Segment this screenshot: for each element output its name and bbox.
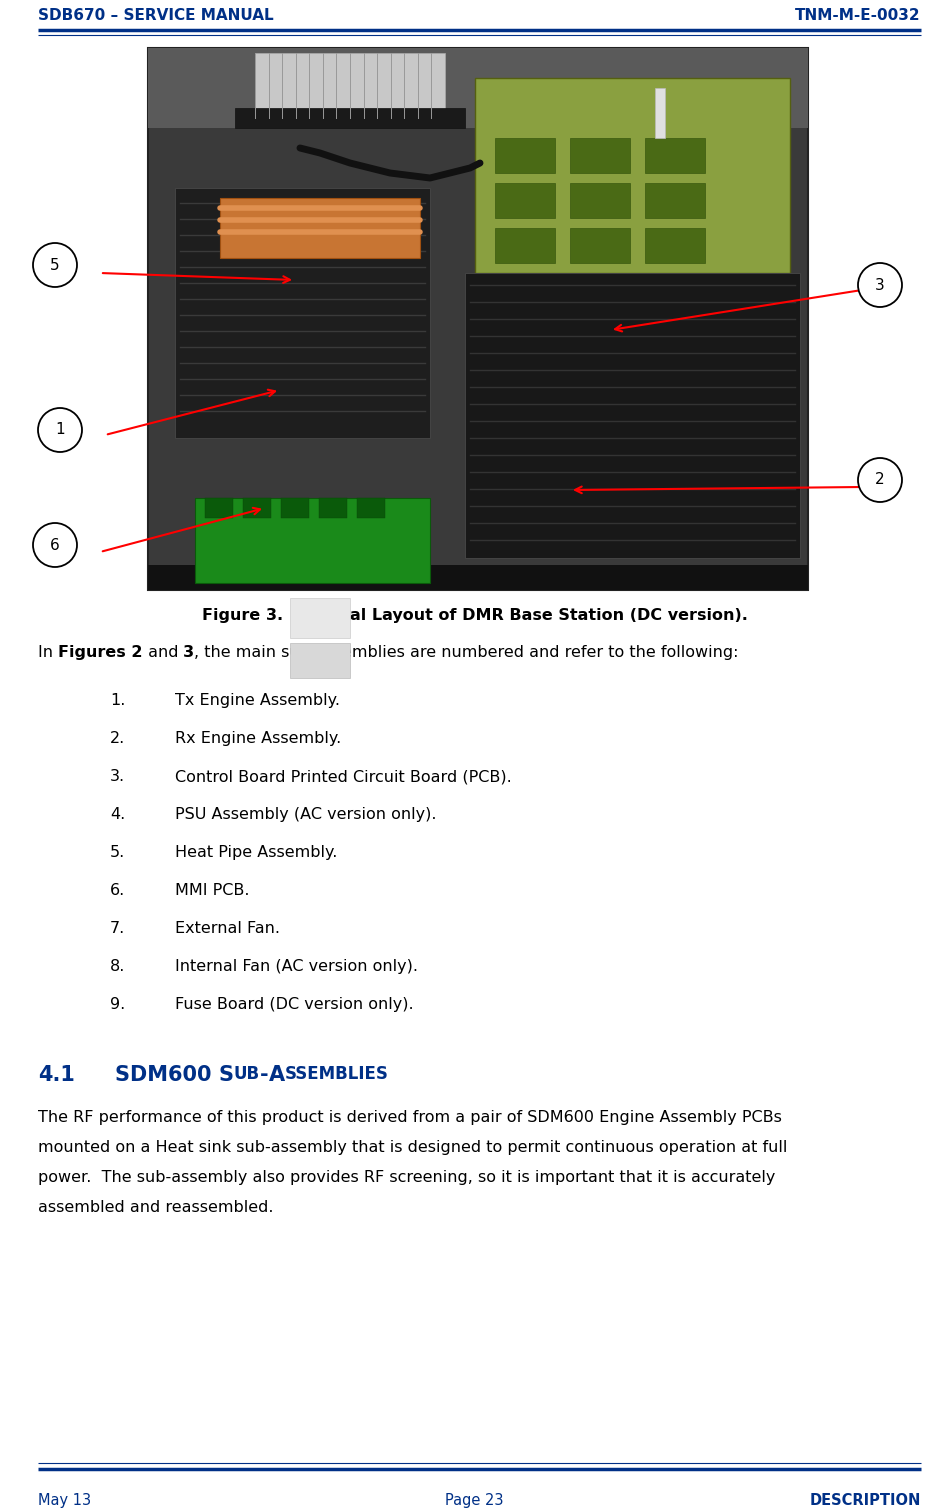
Text: SSEMBLIES: SSEMBLIES — [285, 1065, 388, 1083]
Bar — [570, 228, 630, 263]
Circle shape — [33, 243, 77, 287]
Circle shape — [38, 408, 82, 452]
Bar — [205, 499, 233, 518]
Text: UB: UB — [233, 1065, 260, 1083]
Text: TNM-M-E-0032: TNM-M-E-0032 — [795, 8, 921, 23]
Bar — [148, 48, 808, 589]
Text: Internal Fan (AC version only).: Internal Fan (AC version only). — [175, 959, 418, 975]
Text: Fuse Board (DC version only).: Fuse Board (DC version only). — [175, 997, 414, 1012]
Text: , the main sub-assemblies are numbered and refer to the following:: , the main sub-assemblies are numbered a… — [195, 645, 739, 660]
Bar — [465, 273, 800, 558]
Bar — [281, 499, 309, 518]
Text: External Fan.: External Fan. — [175, 922, 280, 935]
Bar — [655, 88, 665, 138]
Bar — [235, 107, 465, 128]
Bar — [175, 187, 430, 438]
Bar — [475, 79, 790, 273]
Text: DESCRIPTION: DESCRIPTION — [809, 1493, 921, 1508]
Text: 1: 1 — [55, 423, 65, 438]
Text: 1.: 1. — [110, 694, 125, 709]
Circle shape — [858, 263, 902, 307]
Text: In: In — [38, 645, 58, 660]
Text: Tx Engine Assembly.: Tx Engine Assembly. — [175, 694, 340, 709]
Text: assembled and reassembled.: assembled and reassembled. — [38, 1200, 273, 1215]
Bar — [570, 183, 630, 218]
Text: A: A — [269, 1065, 285, 1085]
Text: power.  The sub-assembly also provides RF screening, so it is important that it : power. The sub-assembly also provides RF… — [38, 1170, 775, 1185]
Bar — [495, 138, 555, 172]
Text: Rx Engine Assembly.: Rx Engine Assembly. — [175, 731, 342, 746]
Text: 5: 5 — [50, 257, 60, 272]
Text: PSU Assembly (AC version only).: PSU Assembly (AC version only). — [175, 807, 437, 822]
Text: Heat Pipe Assembly.: Heat Pipe Assembly. — [175, 845, 338, 860]
Text: 5.: 5. — [110, 845, 125, 860]
Bar — [148, 48, 808, 128]
Text: 3.: 3. — [110, 769, 125, 784]
Text: -: - — [260, 1065, 269, 1085]
Bar — [570, 138, 630, 172]
Text: S: S — [219, 1065, 233, 1085]
Text: Page 23: Page 23 — [445, 1493, 504, 1508]
Bar — [645, 228, 705, 263]
Text: SDB670 – SERVICE MANUAL: SDB670 – SERVICE MANUAL — [38, 8, 273, 23]
Circle shape — [858, 458, 902, 502]
Text: 3: 3 — [183, 645, 195, 660]
Bar — [290, 644, 350, 678]
Text: 8.: 8. — [110, 959, 125, 975]
Text: 4.1: 4.1 — [38, 1065, 75, 1085]
Text: SDM600: SDM600 — [115, 1065, 219, 1085]
Bar — [495, 183, 555, 218]
Text: MMI PCB.: MMI PCB. — [175, 882, 250, 898]
Bar — [645, 138, 705, 172]
Text: 2.: 2. — [110, 731, 125, 746]
Bar — [195, 499, 430, 583]
Bar — [357, 499, 385, 518]
Bar — [243, 499, 271, 518]
Text: 6.: 6. — [110, 882, 125, 898]
Bar — [290, 598, 350, 638]
Bar — [148, 565, 808, 589]
Text: The RF performance of this product is derived from a pair of SDM600 Engine Assem: The RF performance of this product is de… — [38, 1111, 782, 1126]
Bar — [255, 53, 445, 118]
Text: May 13: May 13 — [38, 1493, 91, 1508]
Text: 9.: 9. — [110, 997, 125, 1012]
Text: mounted on a Heat sink sub-assembly that is designed to permit continuous operat: mounted on a Heat sink sub-assembly that… — [38, 1139, 788, 1154]
Text: 2: 2 — [875, 473, 884, 488]
Text: 4.: 4. — [110, 807, 125, 822]
Bar — [495, 228, 555, 263]
Circle shape — [33, 523, 77, 567]
Bar — [319, 499, 347, 518]
Text: Figure 3.  Internal Layout of DMR Base Station (DC version).: Figure 3. Internal Layout of DMR Base St… — [201, 607, 748, 623]
Bar — [645, 183, 705, 218]
Text: 3: 3 — [875, 278, 884, 293]
Text: and: and — [142, 645, 183, 660]
Text: Control Board Printed Circuit Board (PCB).: Control Board Printed Circuit Board (PCB… — [175, 769, 512, 784]
Bar — [220, 198, 420, 258]
Text: 7.: 7. — [110, 922, 125, 935]
Text: Figures 2: Figures 2 — [58, 645, 142, 660]
Text: 6: 6 — [50, 538, 60, 553]
